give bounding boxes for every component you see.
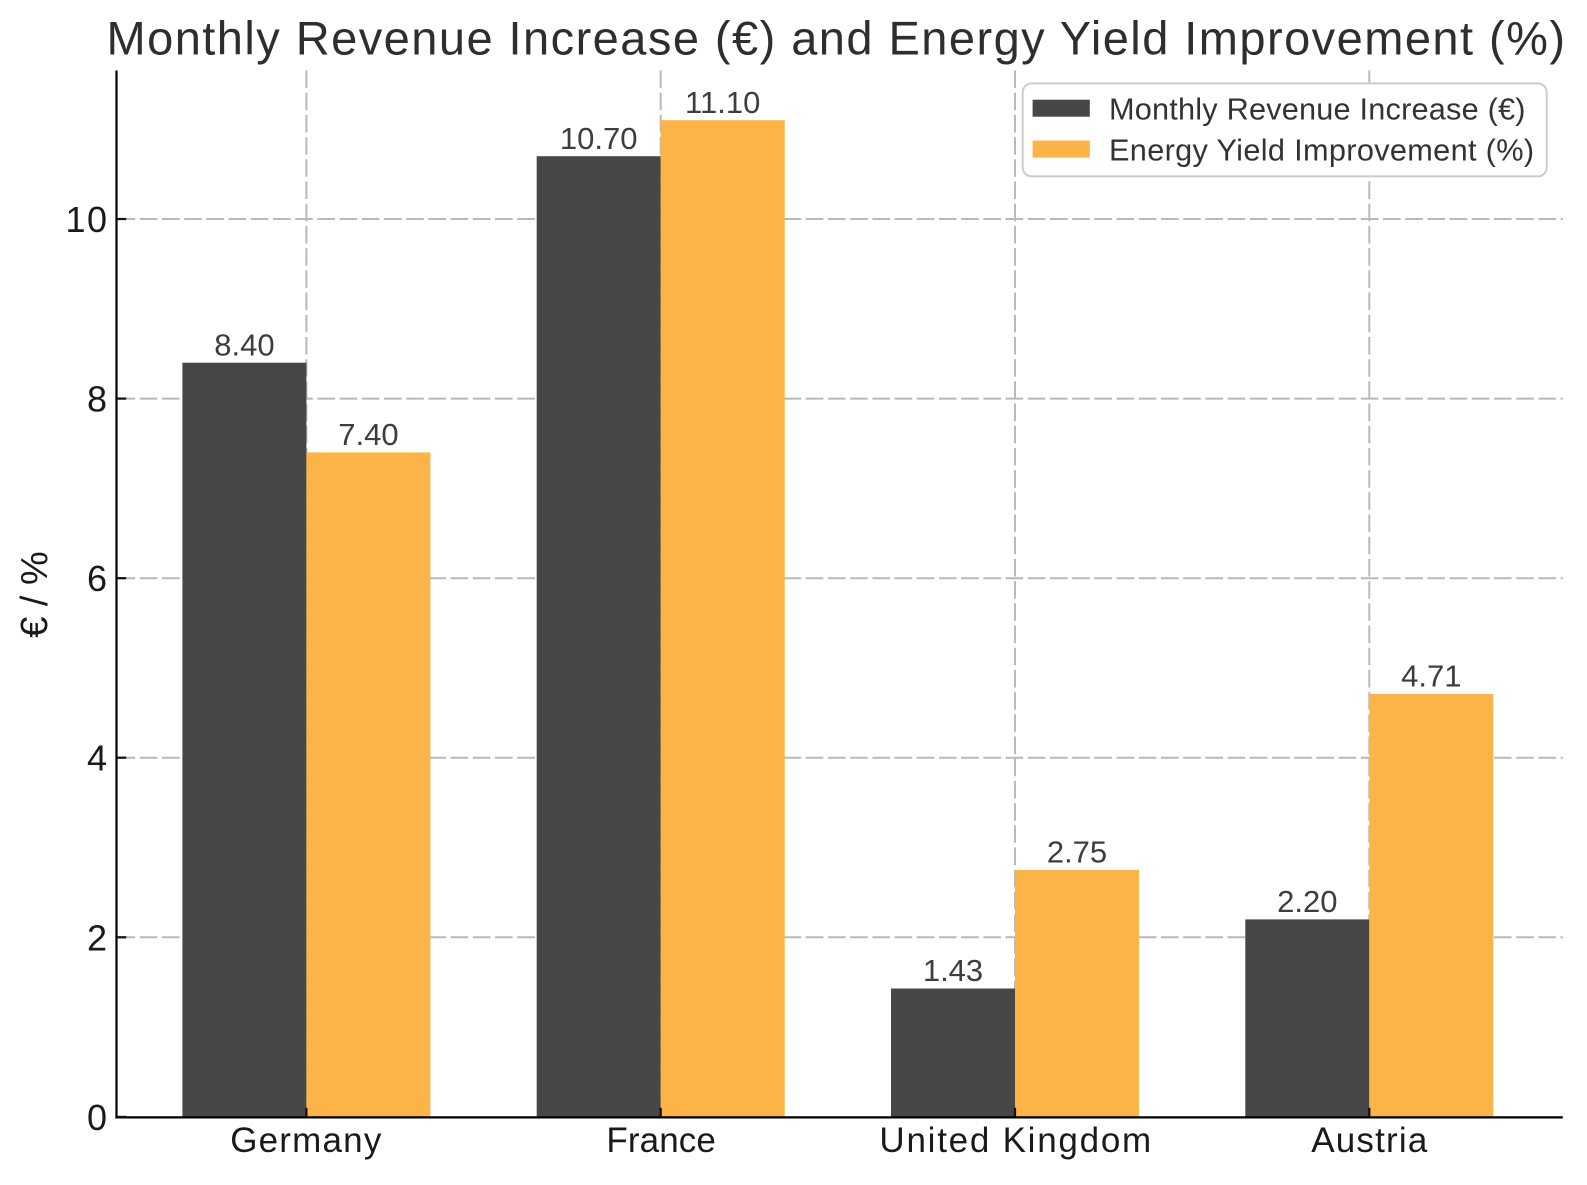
svg-text:4: 4 xyxy=(87,738,109,779)
svg-text:7.40: 7.40 xyxy=(338,417,398,452)
svg-text:1.43: 1.43 xyxy=(923,953,983,988)
svg-text:2.75: 2.75 xyxy=(1047,835,1107,870)
svg-text:Monthly Revenue Increase (€) a: Monthly Revenue Increase (€) and Energy … xyxy=(107,11,1567,64)
svg-text:Austria: Austria xyxy=(1311,1121,1428,1160)
svg-text:Germany: Germany xyxy=(230,1121,382,1160)
svg-text:8: 8 xyxy=(87,379,109,420)
svg-text:United Kingdom: United Kingdom xyxy=(879,1121,1153,1160)
svg-text:10.70: 10.70 xyxy=(560,121,638,156)
svg-text:11.10: 11.10 xyxy=(685,85,760,120)
svg-text:2.20: 2.20 xyxy=(1277,884,1337,919)
svg-text:6: 6 xyxy=(87,558,109,599)
svg-text:2: 2 xyxy=(87,917,109,958)
svg-text:Monthly Revenue Increase (€): Monthly Revenue Increase (€) xyxy=(1109,92,1526,127)
svg-text:8.40: 8.40 xyxy=(214,327,274,362)
svg-text:4.71: 4.71 xyxy=(1401,659,1461,694)
svg-text:Energy Yield Improvement (%): Energy Yield Improvement (%) xyxy=(1109,133,1534,168)
svg-text:€ / %: € / % xyxy=(14,551,56,638)
svg-text:0: 0 xyxy=(87,1097,109,1138)
svg-text:10: 10 xyxy=(65,199,108,240)
svg-text:France: France xyxy=(606,1121,716,1160)
